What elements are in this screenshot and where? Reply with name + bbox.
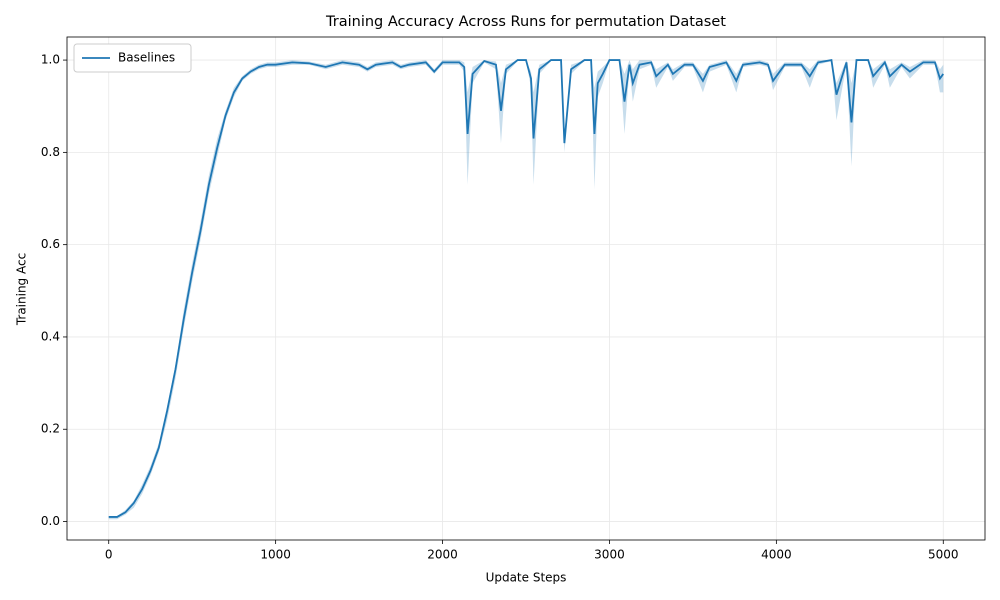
x-axis-label: Update Steps <box>486 571 567 585</box>
line <box>108 59 945 518</box>
chart-title: Training Accuracy Across Runs for permut… <box>325 14 726 30</box>
y-tick-label: 1.0 <box>41 53 60 67</box>
x-tick-label: 2000 <box>427 548 458 562</box>
confidence-band <box>108 60 944 520</box>
y-tick-label: 0.0 <box>41 514 60 528</box>
x-tick-label: 4000 <box>761 548 792 562</box>
legend-box <box>73 43 192 73</box>
x-tick-label: 0 <box>105 548 113 562</box>
legend-label: Baselines <box>118 51 175 65</box>
y-tick-label: 0.4 <box>41 329 60 343</box>
y-tick-label: 0.6 <box>41 237 60 251</box>
x-tick-label: 3000 <box>594 548 625 562</box>
y-tick-label: 0.8 <box>41 145 60 159</box>
y-tick-label: 0.2 <box>41 422 60 436</box>
x-tick-label: 1000 <box>260 548 291 562</box>
plot-frame <box>66 36 986 541</box>
y-axis-label: Training Acc <box>15 253 29 326</box>
x-tick-label: 5000 <box>928 548 959 562</box>
